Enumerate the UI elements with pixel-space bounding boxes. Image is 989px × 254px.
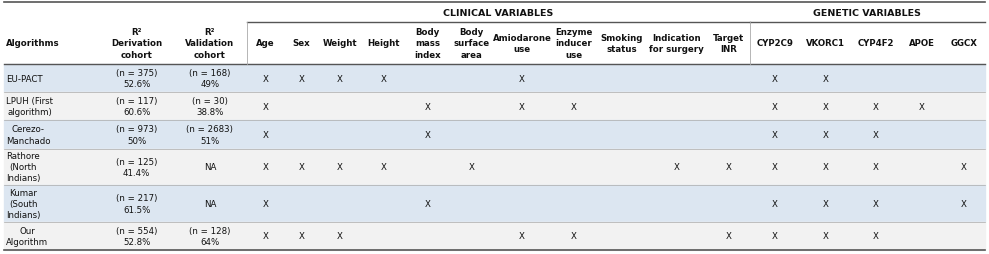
- Polygon shape: [4, 149, 985, 185]
- Text: X: X: [772, 231, 778, 241]
- Text: (n = 554)
52.8%: (n = 554) 52.8%: [116, 226, 157, 246]
- Text: X: X: [519, 74, 525, 83]
- Text: X: X: [823, 163, 828, 172]
- Polygon shape: [4, 23, 985, 65]
- Text: X: X: [726, 163, 732, 172]
- Text: Smoking
status: Smoking status: [600, 34, 643, 54]
- Text: X: X: [823, 131, 828, 139]
- Text: X: X: [299, 231, 305, 241]
- Text: (n = 128)
64%: (n = 128) 64%: [189, 226, 230, 246]
- Text: Enzyme
inducer
use: Enzyme inducer use: [556, 28, 592, 59]
- Text: X: X: [872, 231, 878, 241]
- Text: APOE: APOE: [909, 39, 935, 48]
- Text: X: X: [337, 231, 343, 241]
- Text: X: X: [823, 102, 828, 111]
- Text: Age: Age: [256, 39, 275, 48]
- Text: X: X: [961, 163, 967, 172]
- Text: X: X: [263, 199, 269, 208]
- Text: Rathore
(North
Indians): Rathore (North Indians): [6, 152, 41, 183]
- Text: Body
mass
index: Body mass index: [414, 28, 441, 59]
- Text: X: X: [572, 102, 577, 111]
- Text: (n = 217)
61.5%: (n = 217) 61.5%: [116, 194, 157, 214]
- Text: (n = 168)
49%: (n = 168) 49%: [189, 69, 230, 89]
- Text: X: X: [381, 74, 387, 83]
- Text: X: X: [337, 74, 343, 83]
- Text: X: X: [674, 163, 679, 172]
- Text: (n = 117)
60.6%: (n = 117) 60.6%: [116, 97, 157, 117]
- Text: X: X: [823, 74, 828, 83]
- Text: (n = 30)
38.8%: (n = 30) 38.8%: [192, 97, 227, 117]
- Text: X: X: [519, 231, 525, 241]
- Text: EU-PACT: EU-PACT: [6, 74, 43, 83]
- Text: X: X: [726, 231, 732, 241]
- Text: X: X: [263, 131, 269, 139]
- Text: X: X: [299, 163, 305, 172]
- Text: X: X: [572, 231, 577, 241]
- Text: Cerezo-
Manchado: Cerezo- Manchado: [6, 125, 50, 145]
- Text: (n = 973)
50%: (n = 973) 50%: [116, 125, 157, 145]
- Text: Our
Algorithm: Our Algorithm: [6, 226, 48, 246]
- Text: Target
INR: Target INR: [713, 34, 745, 54]
- Text: X: X: [772, 199, 778, 208]
- Text: GGCX: GGCX: [950, 39, 977, 48]
- Text: Sex: Sex: [293, 39, 311, 48]
- Text: LPUH (First
algorithm): LPUH (First algorithm): [6, 97, 53, 117]
- Text: X: X: [424, 102, 430, 111]
- Text: R²
Derivation
cohort: R² Derivation cohort: [111, 28, 162, 59]
- Text: X: X: [823, 231, 828, 241]
- Text: CYP4F2: CYP4F2: [857, 39, 894, 48]
- Text: X: X: [772, 74, 778, 83]
- Text: NA: NA: [204, 199, 216, 208]
- Text: X: X: [919, 102, 925, 111]
- Text: X: X: [299, 74, 305, 83]
- Text: X: X: [872, 102, 878, 111]
- Text: X: X: [469, 163, 475, 172]
- Text: X: X: [263, 231, 269, 241]
- Text: CYP2C9: CYP2C9: [757, 39, 793, 48]
- Polygon shape: [4, 93, 985, 121]
- Text: X: X: [772, 163, 778, 172]
- Text: X: X: [424, 131, 430, 139]
- Text: X: X: [263, 163, 269, 172]
- Text: X: X: [263, 102, 269, 111]
- Text: Weight: Weight: [322, 39, 357, 48]
- Polygon shape: [4, 3, 985, 23]
- Polygon shape: [4, 121, 985, 149]
- Text: (n = 125)
41.4%: (n = 125) 41.4%: [116, 157, 157, 177]
- Polygon shape: [4, 222, 985, 250]
- Text: X: X: [337, 163, 343, 172]
- Text: (n = 2683)
51%: (n = 2683) 51%: [187, 125, 233, 145]
- Text: X: X: [263, 74, 269, 83]
- Text: X: X: [772, 102, 778, 111]
- Polygon shape: [4, 65, 985, 93]
- Text: X: X: [823, 199, 828, 208]
- Text: X: X: [961, 199, 967, 208]
- Text: X: X: [519, 102, 525, 111]
- Text: R²
Validation
cohort: R² Validation cohort: [185, 28, 234, 59]
- Text: Indication
for surgery: Indication for surgery: [649, 34, 704, 54]
- Text: GENETIC VARIABLES: GENETIC VARIABLES: [814, 8, 922, 18]
- Polygon shape: [4, 185, 985, 222]
- Text: X: X: [381, 163, 387, 172]
- Text: VKORC1: VKORC1: [806, 39, 845, 48]
- Text: Amiodarone
use: Amiodarone use: [493, 34, 552, 54]
- Text: CLINICAL VARIABLES: CLINICAL VARIABLES: [443, 8, 553, 18]
- Text: Height: Height: [368, 39, 400, 48]
- Text: Algorithms: Algorithms: [6, 39, 59, 48]
- Text: NA: NA: [204, 163, 216, 172]
- Text: X: X: [772, 131, 778, 139]
- Text: X: X: [424, 199, 430, 208]
- Text: X: X: [872, 199, 878, 208]
- Text: Kumar
(South
Indians): Kumar (South Indians): [6, 188, 41, 219]
- Text: X: X: [872, 131, 878, 139]
- Text: X: X: [872, 163, 878, 172]
- Text: Body
surface
area: Body surface area: [454, 28, 490, 59]
- Text: (n = 375)
52.6%: (n = 375) 52.6%: [116, 69, 157, 89]
